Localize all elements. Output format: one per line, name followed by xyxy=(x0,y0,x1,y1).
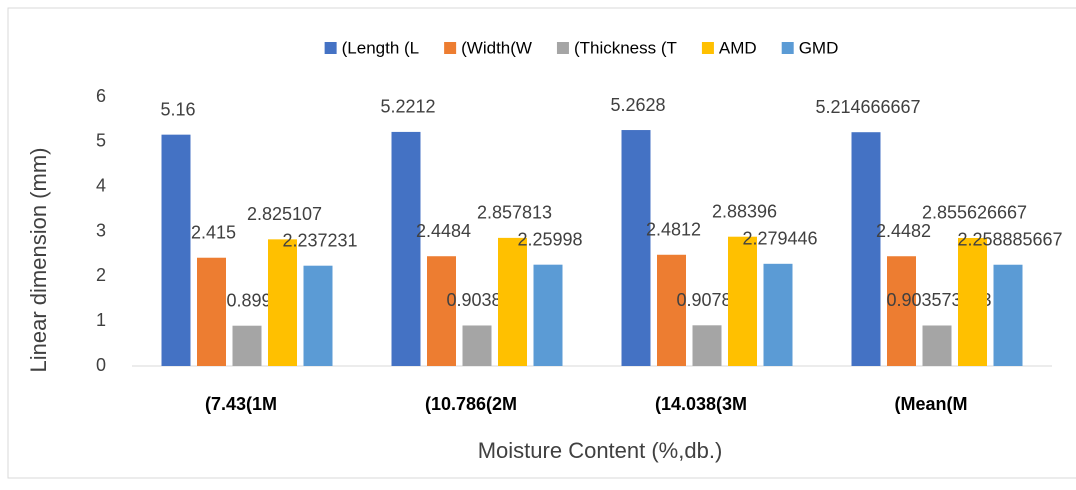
data-label: 5.16 xyxy=(160,99,195,119)
y-tick-label: 6 xyxy=(96,86,106,106)
legend-swatch xyxy=(444,42,457,54)
bar xyxy=(427,256,456,366)
bar xyxy=(657,254,686,366)
bar xyxy=(958,237,987,366)
bar xyxy=(391,131,421,366)
bar xyxy=(303,265,333,366)
y-tick-label: 1 xyxy=(96,310,106,330)
y-axis-title: Linear dimension (mm) xyxy=(26,148,51,373)
data-label: 0.899 xyxy=(226,290,271,310)
bar xyxy=(728,236,757,366)
bar xyxy=(851,132,881,366)
legend-label: GMD xyxy=(799,38,839,57)
bar xyxy=(533,264,563,366)
legend-label: (Length (L xyxy=(342,38,420,57)
data-label: 5.2212 xyxy=(380,97,435,117)
data-label: 5.2628 xyxy=(610,95,665,115)
bar xyxy=(922,325,952,366)
x-tick-label: (Mean(M xyxy=(895,394,968,414)
bar xyxy=(232,325,262,366)
y-tick-label: 4 xyxy=(96,175,106,195)
data-label: 0.90384 xyxy=(446,290,511,310)
legend-swatch xyxy=(556,42,569,54)
data-label: 5.214666667 xyxy=(815,97,920,117)
data-label: 2.4484 xyxy=(416,221,471,241)
y-tick-label: 5 xyxy=(96,131,106,151)
data-label: 2.4812 xyxy=(646,220,701,240)
x-tick-label: (10.786(2M xyxy=(425,394,517,414)
data-label: 2.258885667 xyxy=(957,229,1062,249)
data-label: 2.825107 xyxy=(247,204,322,224)
x-axis-title: Moisture Content (%,db.) xyxy=(478,438,723,463)
legend-swatch xyxy=(324,42,337,54)
data-label: 2.857813 xyxy=(477,203,552,223)
data-label: 2.25998 xyxy=(517,229,582,249)
x-tick-label: (7.43(1M xyxy=(205,394,277,414)
data-label: 2.415 xyxy=(191,222,236,242)
legend-label: (Width(W xyxy=(461,38,532,57)
data-label: 2.88396 xyxy=(712,201,777,221)
y-tick-label: 3 xyxy=(96,220,106,240)
data-label: 2.279446 xyxy=(742,229,817,249)
bar xyxy=(692,325,722,366)
bar xyxy=(498,237,527,366)
x-tick-label: (14.038(3M xyxy=(655,394,747,414)
bar xyxy=(621,130,651,366)
y-tick-label: 0 xyxy=(96,355,106,375)
data-label: 2.855626667 xyxy=(922,203,1027,223)
y-tick-label: 2 xyxy=(96,265,106,285)
legend-swatch xyxy=(781,42,794,54)
bar xyxy=(993,264,1023,366)
legend-label: AMD xyxy=(719,38,757,57)
legend-label: (Thickness (T xyxy=(574,38,677,57)
bar xyxy=(887,256,916,366)
bar xyxy=(462,325,492,366)
data-label: 2.237231 xyxy=(282,230,357,250)
legend-swatch xyxy=(701,42,714,54)
bar xyxy=(268,239,297,366)
bar xyxy=(763,263,793,366)
bar xyxy=(161,134,191,366)
data-label: 0.90788 xyxy=(676,290,741,310)
data-label: 2.4482 xyxy=(876,221,931,241)
bar xyxy=(197,257,226,366)
